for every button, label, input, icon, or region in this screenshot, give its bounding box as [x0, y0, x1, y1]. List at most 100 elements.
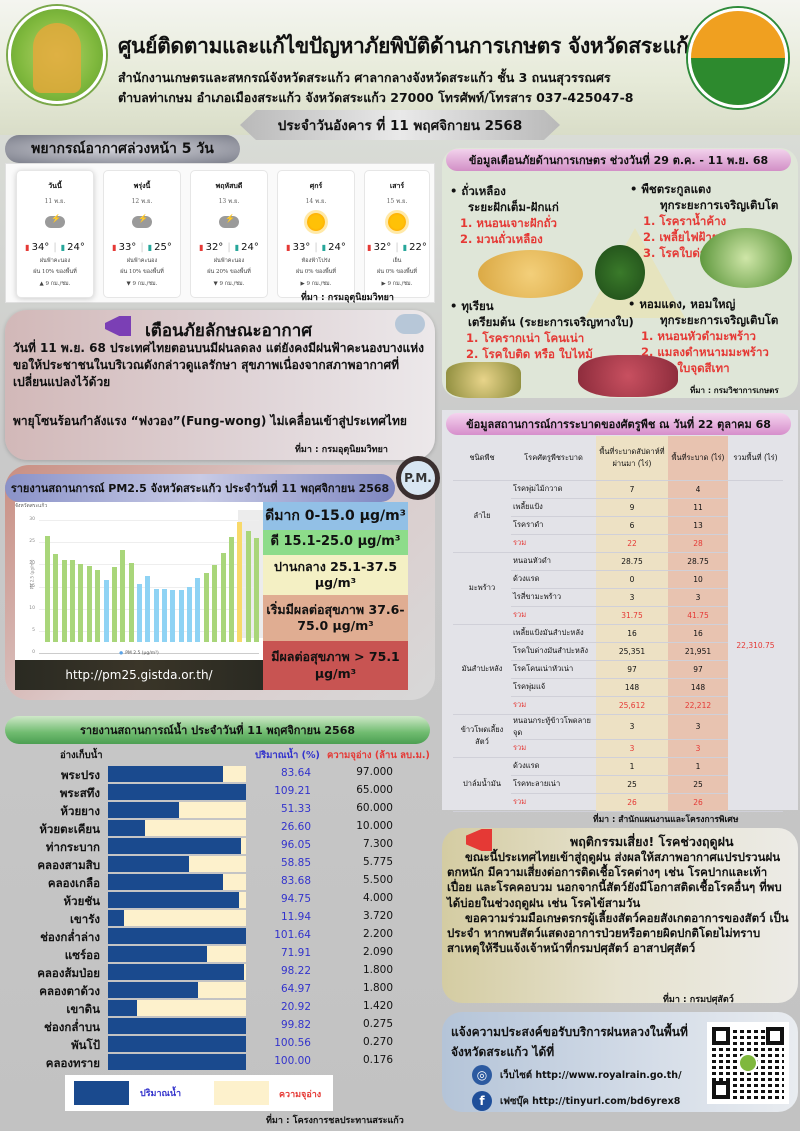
volume-bar [108, 892, 239, 908]
table-header-row: ชนิดพืช โรคศัตรูพืชระบาด พื้นที่ระบาดสัป… [453, 436, 783, 481]
thunderstorm-icon [219, 214, 239, 228]
disease-cell: เพลี้ยแป้งมันสำปะหลัง [511, 624, 596, 643]
forecast-rain: ฝน 20% ของพื้นที่ [207, 269, 251, 275]
storm-cloud-icon [395, 314, 425, 334]
water-legend: ปริมาณน้ำ ความจุอ่าง [65, 1075, 333, 1111]
forecast-card: ศุกร์ 14 พ.ย. 33°|24° ท้องฟ้าโปร่ง ฝน 0%… [277, 170, 355, 298]
alert-text: วันที่ 11 พ.ย. 68 ประเทศไทยตอนบนมีฝนลดลง… [13, 341, 424, 389]
facebook-url[interactable]: เฟซบุ๊ค http://tinyurl.com/bd6yrex8 [500, 1095, 681, 1107]
table-row: ข้าวโพดเลี้ยงสัตว์ หนอนกระทู้ข้าวโพดลายจุ… [453, 714, 783, 758]
pest-title: ข้อมูลสถานการณ์การระบาดของศัตรูพืช ณ วัน… [446, 413, 791, 435]
col-curr-area: พื้นที่ระบาด (ไร่) [668, 436, 728, 481]
volume-bar [108, 946, 208, 962]
temp-low: 24° [61, 242, 85, 253]
pm25-bar [128, 562, 134, 642]
prev-area-cell: 97 [596, 660, 668, 679]
volume-bar [108, 802, 179, 818]
capacity-value: 2.090 [362, 946, 393, 958]
table-row: โรคทะลายเน่า 25 25 [453, 775, 783, 794]
prev-area-cell: 25,612 [596, 696, 668, 715]
crop-name: • ทุเรียน [450, 299, 494, 313]
capacity-bar [108, 964, 246, 980]
reservoir-row: เขาดิน 20.92 1.420 [0, 1000, 440, 1018]
table-row: โรคราดำ 6 13 [453, 516, 783, 535]
reservoir-name: พระปรง [60, 768, 100, 782]
pm25-bar [228, 536, 234, 642]
reservoir-row: พันโป้ 100.56 0.270 [0, 1036, 440, 1054]
pm25-bar [220, 553, 226, 642]
table-row: รวม 26 26 [453, 793, 783, 812]
crop-cell: ปาล์มน้ำมัน [453, 757, 511, 812]
livestock-title: พฤติกรรมเสี่ยง! โรคช่วงฤดูฝน [570, 834, 734, 849]
capacity-value: 7.300 [362, 838, 393, 850]
forecast-day: พฤหัสบดี [215, 181, 243, 190]
table-row: มันสำปะหลัง เพลี้ยแป้งมันสำปะหลัง 16 16 [453, 624, 783, 715]
volume-bar [108, 784, 246, 800]
weather-source: ที่มา : กรมอุตุนิยมวิทยา [301, 293, 394, 303]
cucumber-melon-image [700, 228, 792, 288]
website-url[interactable]: เว็บไซต์ http://www.royalrain.go.th/ [500, 1069, 682, 1081]
crop-cell: มันสำปะหลัง [453, 624, 511, 715]
disease-cell: เพลี้ยแป้ง [511, 498, 596, 517]
website-link[interactable]: ◎ เว็บไซต์ http://www.royalrain.go.th/ [472, 1065, 682, 1085]
curr-area-cell: 41.75 [668, 606, 728, 625]
curr-area-cell: 16 [668, 624, 728, 643]
pest-table: ชนิดพืช โรคศัตรูพืชระบาด พื้นที่ระบาดสัป… [453, 436, 783, 812]
disease-cell: รวม [511, 534, 596, 553]
table-row: ไรสี่ขามะพร้าว 3 3 [453, 588, 783, 607]
capacity-value: 5.500 [362, 874, 393, 886]
curr-area-cell: 25 [668, 775, 728, 794]
volume-pct: 83.64 [280, 767, 311, 779]
reservoir-name: ห้วยยาง [60, 804, 100, 818]
prev-area-cell: 3 [596, 714, 668, 740]
curr-area-cell: 10 [668, 570, 728, 589]
disease-cell: ไรสี่ขามะพร้าว [511, 588, 596, 607]
qr-code[interactable] [707, 1022, 789, 1104]
volume-bar [108, 820, 145, 836]
crop-risk: 1. หนอนเจาะฝักถั่ว [460, 216, 558, 230]
prev-area-cell: 25 [596, 775, 668, 794]
disease-cell: รวม [511, 606, 596, 625]
disease-cell: หนอนกระทู้ข้าวโพดลายจุด [511, 714, 596, 740]
crop-risk: 2. มวนถั่วเหลือง [460, 232, 543, 246]
table-row: ปาล์มน้ำมัน ด้วงแรด 1 1 [453, 757, 783, 812]
crop-name: • ถั่วเหลือง [450, 184, 506, 198]
disease-cell: รวม [511, 739, 596, 758]
pm25-bar [103, 579, 109, 642]
capacity-value: 2.200 [362, 928, 393, 940]
crop-stage: ทุกระยะการเจริญเติบโต [660, 198, 779, 212]
volume-col-header: ปริมาณน้ำ (%) [255, 750, 320, 761]
capacity-bar [108, 946, 246, 962]
curr-area-cell: 13 [668, 516, 728, 535]
reservoir-name: พระสทึง [59, 786, 100, 800]
pm25-bar [45, 535, 50, 642]
curr-area-cell: 3 [668, 714, 728, 740]
facebook-link[interactable]: f เฟซบุ๊ค http://tinyurl.com/bd6yrex8 [472, 1091, 680, 1111]
pm25-bar [70, 560, 76, 642]
reservoir-row: ห้วยตะเคียน 26.60 10.000 [0, 820, 440, 838]
pm25-bar [187, 586, 193, 642]
disease-cell: โรคพุ่มไม้กวาด [511, 480, 596, 499]
pm25-url[interactable]: http://pm25.gistda.or.th/ [15, 660, 263, 690]
report-date: ประจำวันอังคาร ที่ 11 พฤศจิกายน 2568 [240, 110, 560, 140]
temp-high: 33° [112, 242, 136, 253]
capacity-swatch [214, 1081, 269, 1105]
capacity-value: 97.000 [356, 766, 393, 778]
curr-area-cell: 28 [668, 534, 728, 553]
crop-name: • พืชตระกูลแตง [630, 182, 712, 196]
pm25-bar [120, 550, 126, 642]
capacity-value: 1.800 [362, 964, 393, 976]
capacity-value: 0.270 [362, 1036, 393, 1048]
forecast-wind: ▼ 9 กม./ชม. [213, 281, 245, 287]
reservoir-name: คลองตาด้วง [39, 984, 100, 998]
curr-area-cell: 3 [668, 588, 728, 607]
curr-area-cell: 148 [668, 678, 728, 697]
forecast-day: เสาร์ [389, 181, 405, 190]
weather-forecast: วันนี้ 11 พ.ย. 34°|24° ฝนฟ้าคะนอง ฝน 10%… [5, 163, 435, 303]
curr-area-cell: 22,212 [668, 696, 728, 715]
col-disease: โรคศัตรูพืชระบาด [511, 436, 596, 481]
page-title: ศูนย์ติดตามและแก้ไขปัญหาภัยพิบัติด้านการ… [118, 34, 700, 58]
capacity-bar [108, 928, 246, 944]
temp-high: 32° [199, 242, 223, 253]
capacity-value: 1.800 [362, 982, 393, 994]
